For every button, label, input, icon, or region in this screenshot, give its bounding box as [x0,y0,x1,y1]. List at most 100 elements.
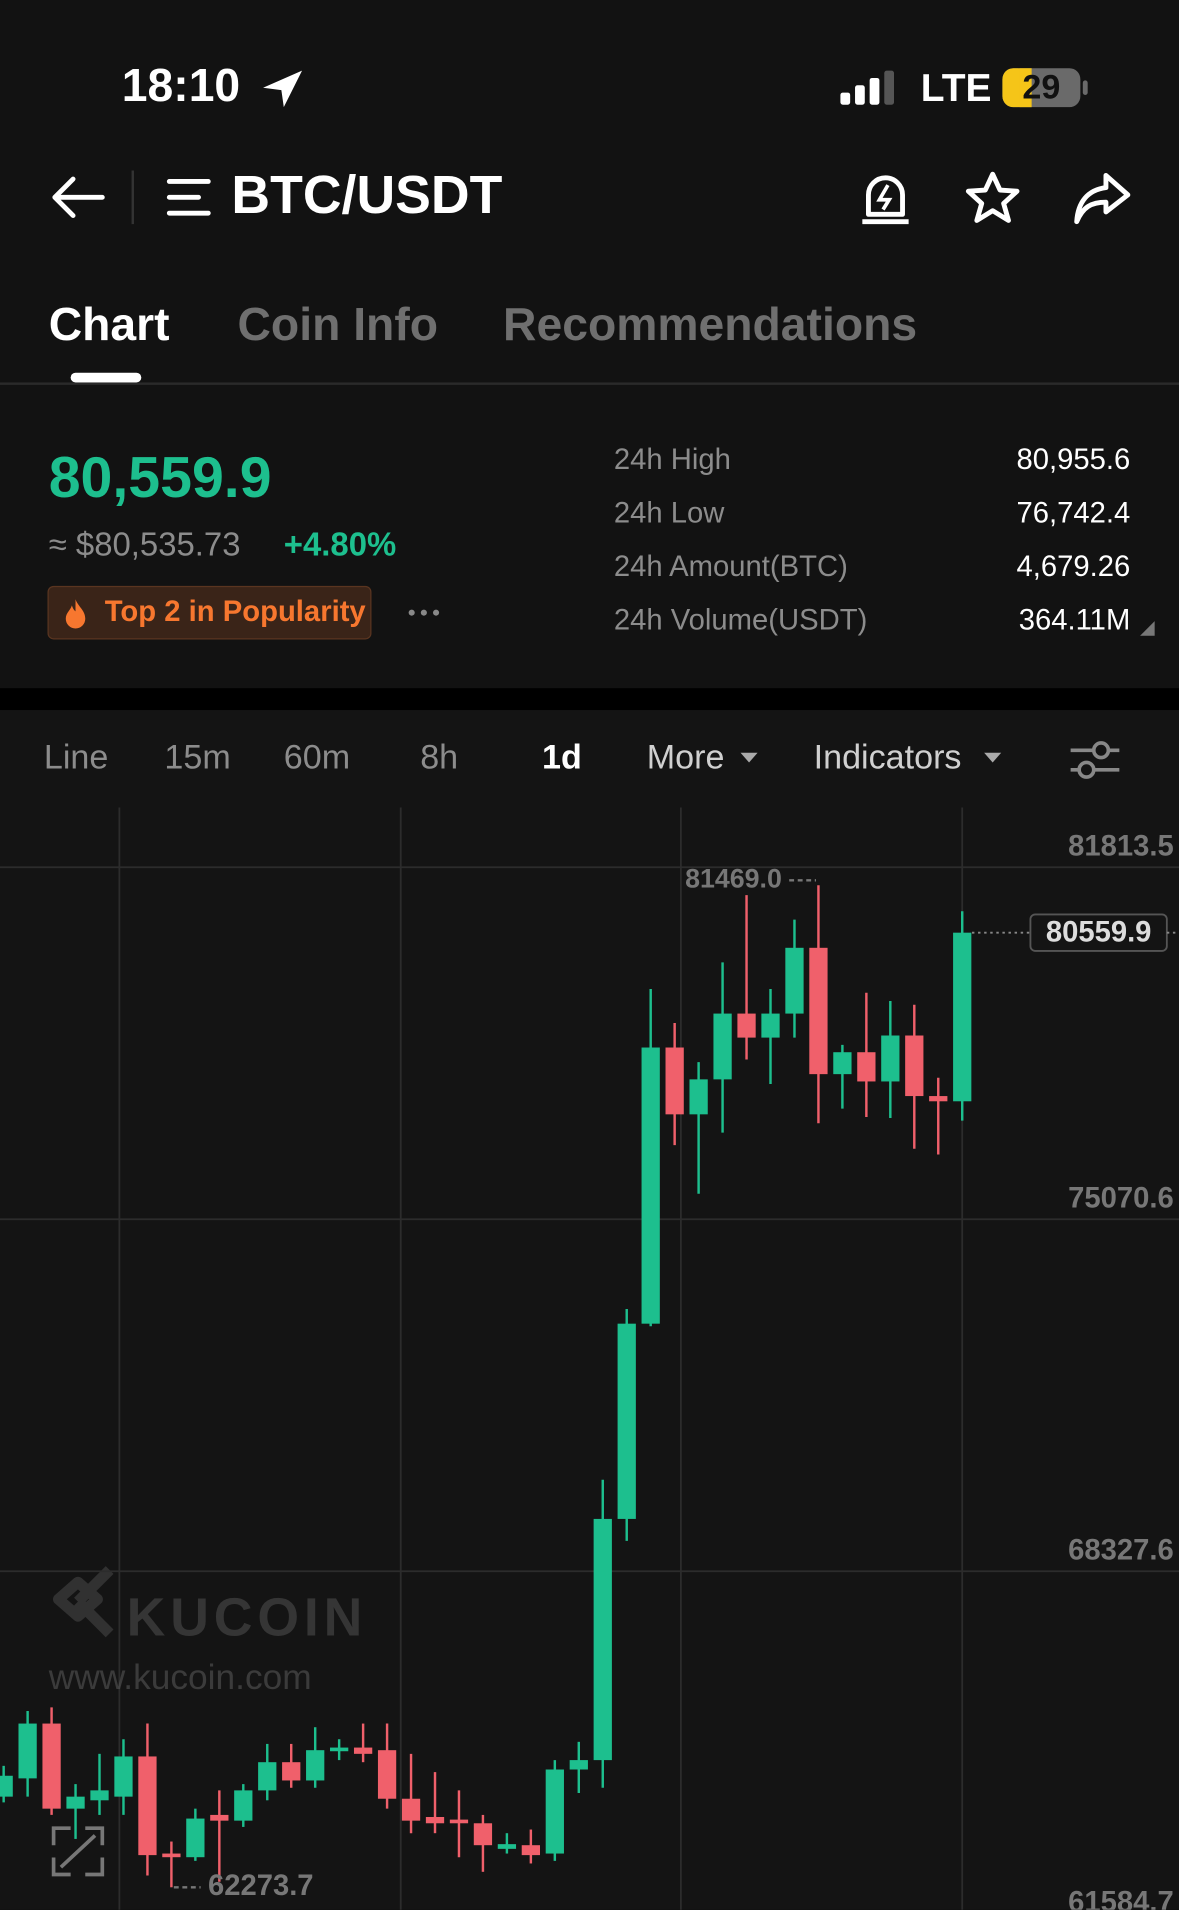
candle-body [545,1769,564,1854]
fire-icon [65,599,86,629]
candle-body [114,1756,133,1797]
price-change: +4.80% [283,526,397,563]
volume-corner [1140,621,1155,636]
share-button[interactable] [1072,171,1133,227]
candle-body [306,1750,325,1781]
candle-body [713,1013,732,1080]
candle-body [258,1762,277,1791]
candle-body [953,932,972,1102]
candle-body [330,1747,349,1752]
tab[interactable]: Chart [48,299,170,351]
stat-value: 364.11M [1018,604,1131,638]
candle-body [353,1747,373,1754]
candle-body [18,1723,37,1779]
tab[interactable]: Coin Info [237,299,439,351]
tab[interactable]: Recommendations [503,299,918,351]
candle-body [689,1079,708,1115]
candle-body [785,947,804,1014]
back-button[interactable] [49,173,107,222]
candle-body [929,1096,948,1102]
candle-body [665,1047,684,1115]
candle-body [569,1760,588,1770]
candle-body [449,1819,469,1824]
timeframe-button[interactable]: 60m [283,738,351,776]
signal-icon [840,70,895,105]
last-price-label: 80559.9 [1046,917,1152,949]
candle-body [473,1823,493,1846]
y-tick-label: 75070.6 [1068,1182,1174,1214]
menu-button[interactable] [166,175,212,219]
candle-body [761,1013,780,1038]
candle-body [401,1798,421,1821]
timeframe-button[interactable]: More [646,738,725,776]
timeframe-button[interactable]: 15m [164,738,231,776]
candle-body [641,1047,660,1324]
candle-body [521,1845,541,1856]
watermark-brand: KUCOIN [127,1587,368,1647]
candlestick-chart: KUCOIN www.kucoin.com 61584.7 68327.6 7507… [0,807,1179,1910]
candle-body [809,947,828,1075]
candle-body [210,1814,229,1821]
badge-text: Top 2 in Popularity [104,595,366,629]
more-dots[interactable] [407,607,444,619]
timeframe-button[interactable]: 1d [542,738,582,776]
watermark-logo [52,1566,114,1638]
watermark-url: www.kucoin.com [48,1658,312,1697]
divider [131,170,134,225]
timeframe-button[interactable]: Indicators [813,738,962,776]
candle-body [0,1775,13,1797]
candle-body [282,1762,301,1781]
candle-body [66,1796,85,1809]
network-label: LTE [920,65,992,110]
candle-body [138,1756,157,1856]
fiat-price: ≈ $80,535.73 [48,526,241,563]
stat-label: 24h Amount(BTC) [613,550,848,584]
timeframe-button[interactable]: Line [43,738,109,776]
stat-value: 76,742.4 [1016,496,1131,530]
y-tick-label: 68327.6 [1068,1534,1174,1566]
candle-body [833,1052,852,1075]
alert-button[interactable] [857,171,913,227]
y-tick-label: 61584.7 [1068,1886,1174,1909]
popularity-badge[interactable] [47,585,372,640]
candle-body [42,1723,61,1809]
tab-divider [0,382,1179,385]
candle-body [617,1323,636,1519]
dropdown-arrow [740,752,758,763]
location-icon [263,70,303,108]
candle-body [905,1035,924,1097]
stat-label: 24h Volume(USDT) [613,604,868,638]
candle-body [497,1844,517,1849]
favorite-button[interactable] [965,171,1021,227]
battery-icon [1002,68,1088,108]
pair-title: BTC/USDT [231,165,503,226]
candle-body [425,1817,445,1824]
candle-body [186,1818,205,1858]
section-divider [0,688,1179,711]
settings-button[interactable] [1067,736,1123,785]
expand-icon[interactable] [51,1826,105,1877]
candle-body [234,1790,253,1821]
status-time: 18:10 [121,60,241,113]
candle-body [737,1013,756,1038]
battery-level: 29 [1022,68,1061,106]
tab-indicator [70,372,142,383]
candle-body [162,1853,181,1858]
candle-body [857,1052,876,1082]
stat-label: 24h Low [613,496,725,530]
stat-value: 80,955.6 [1016,443,1131,477]
toolbar [0,710,1179,809]
last-price: 80,559.9 [48,444,272,510]
stat-value: 4,679.26 [1016,550,1131,584]
vertical-grid [118,807,964,1910]
high-label: 81469.0 [685,863,782,893]
y-tick-label: 81813.5 [1068,830,1174,862]
last-price-box [1029,913,1168,952]
candle-body [377,1750,397,1799]
stat-label: 24h High [613,443,731,477]
candle-body [881,1035,900,1082]
low-label: 62273.7 [208,1870,314,1902]
timeframe-button[interactable]: 8h [420,738,459,776]
candle-body [90,1790,109,1801]
